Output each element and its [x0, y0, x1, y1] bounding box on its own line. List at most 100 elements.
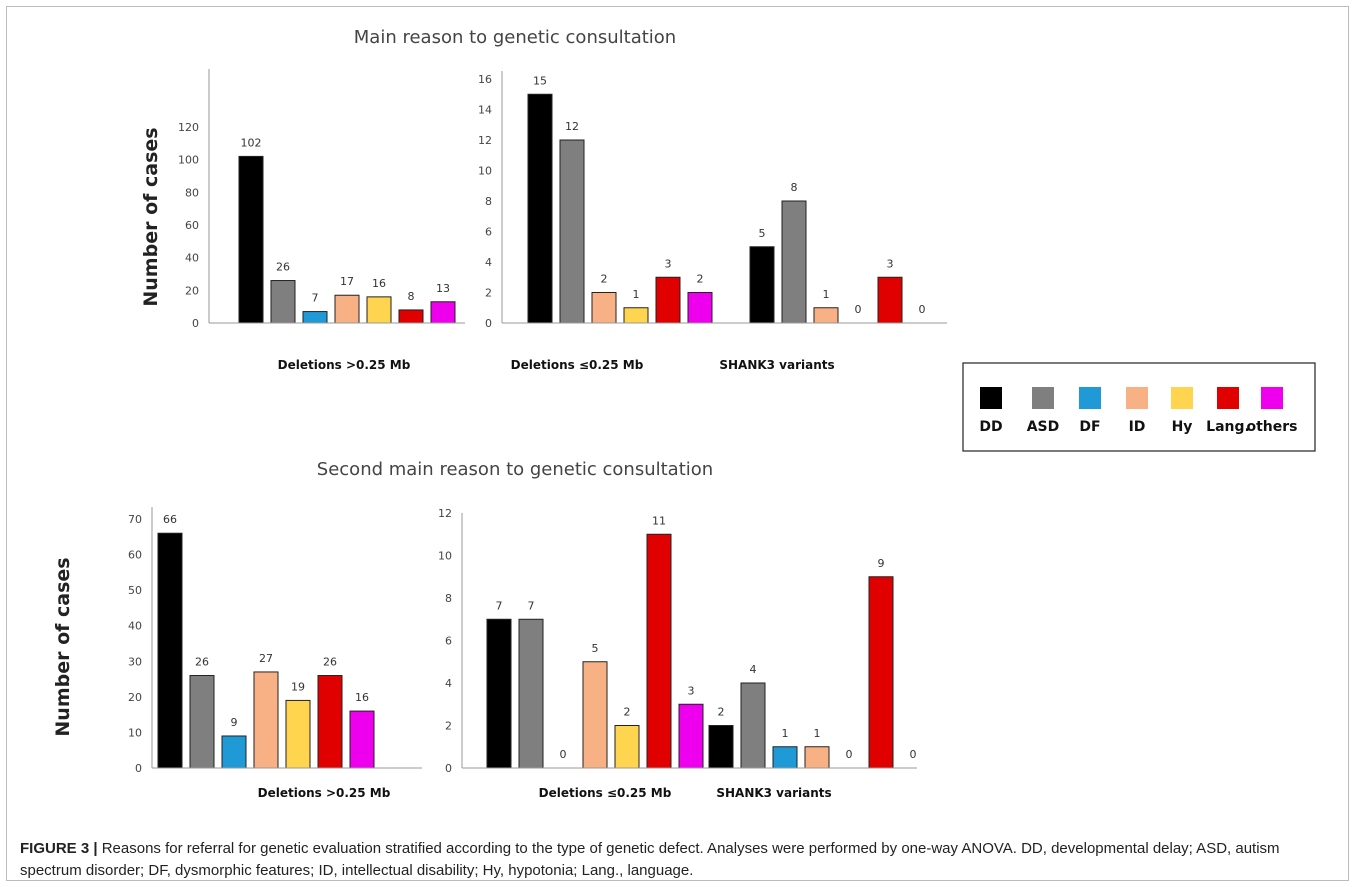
y-tick-label: 2 — [485, 287, 492, 300]
data-label: 4 — [750, 663, 757, 676]
bar-others — [430, 301, 456, 324]
group-label: Deletions ≤0.25 Mb — [539, 786, 672, 800]
data-label: 1 — [814, 727, 821, 740]
y-tick-label: 60 — [185, 219, 199, 232]
bar-others — [678, 703, 704, 769]
y-tick-label: 80 — [185, 186, 199, 199]
group-label: SHANK3 variants — [716, 786, 831, 800]
y-tick-label: 0 — [192, 317, 199, 330]
bar-dd — [486, 618, 512, 769]
data-label: 8 — [791, 181, 798, 194]
bar-lang — [655, 276, 681, 324]
data-label: 15 — [533, 74, 547, 87]
y-tick-label: 12 — [478, 134, 492, 147]
data-label: 1 — [633, 288, 640, 301]
y-tick-label: 70 — [128, 513, 142, 526]
data-label: 0 — [919, 303, 926, 316]
data-label: 2 — [718, 706, 725, 719]
legend-swatch-hy — [1171, 387, 1193, 409]
group-label: Deletions >0.25 Mb — [258, 786, 391, 800]
group-label: Deletions ≤0.25 Mb — [511, 358, 644, 372]
legend-swatch-lang — [1217, 387, 1239, 409]
data-label: 0 — [846, 748, 853, 761]
legend-label: Hy — [1172, 419, 1193, 435]
y-axis-label: Number of cases — [52, 557, 74, 736]
group-label: SHANK3 variants — [719, 358, 834, 372]
figure-caption: FIGURE 3 | Reasons for referral for gene… — [20, 838, 1330, 882]
data-label: 19 — [291, 680, 305, 693]
y-tick-label: 30 — [128, 655, 142, 668]
y-axis-label: Number of cases — [140, 127, 162, 306]
bar-dd — [238, 155, 264, 324]
y-tick-label: 100 — [178, 154, 199, 167]
data-label: 0 — [910, 748, 917, 761]
legend-swatch-asd — [1032, 387, 1054, 409]
figure-frame: Main reason to genetic consultation Numbe… — [6, 6, 1349, 881]
y-tick-label: 0 — [445, 762, 452, 775]
legend-label: Lang. — [1206, 419, 1250, 435]
data-label: 2 — [624, 706, 631, 719]
data-label: 1 — [823, 288, 830, 301]
y-tick-label: 6 — [485, 226, 492, 239]
legend-swatch-df — [1079, 387, 1101, 409]
bar-id — [253, 671, 279, 769]
y-tick-label: 0 — [135, 762, 142, 775]
bar-others — [349, 710, 375, 769]
y-tick-label: 40 — [128, 620, 142, 633]
data-label: 16 — [355, 691, 369, 704]
bar-asd — [189, 675, 215, 769]
y-tick-label: 4 — [445, 677, 452, 690]
y-tick-label: 16 — [478, 73, 492, 86]
data-label: 3 — [887, 257, 894, 270]
y-tick-label: 60 — [128, 549, 142, 562]
legend-label: DD — [979, 419, 1002, 435]
data-label: 102 — [241, 136, 262, 149]
data-label: 26 — [276, 261, 290, 274]
bar-hy — [366, 296, 392, 324]
bar-df — [302, 311, 328, 324]
caption-text: Reasons for referral for genetic evaluat… — [20, 840, 1280, 879]
data-label: 26 — [195, 656, 209, 669]
data-label: 27 — [259, 652, 273, 665]
bar-id — [804, 746, 830, 769]
bar-asd — [270, 280, 296, 324]
caption-label: FIGURE 3 | — [20, 840, 98, 857]
bar-dd — [527, 93, 553, 324]
y-tick-label: 0 — [485, 317, 492, 330]
y-tick-label: 8 — [445, 592, 452, 605]
data-label: 2 — [697, 273, 704, 286]
bar-asd — [559, 139, 585, 324]
bar-asd — [740, 682, 766, 769]
data-label: 26 — [323, 656, 337, 669]
y-tick-label: 50 — [128, 584, 142, 597]
figure-chart: Main reason to genetic consultation Numbe… — [52, 27, 1316, 800]
y-tick-label: 2 — [445, 720, 452, 733]
bar-dd — [749, 246, 775, 324]
legend-swatch-others — [1261, 387, 1283, 409]
data-label: 13 — [436, 282, 450, 295]
y-tick-label: 8 — [485, 195, 492, 208]
bar-df — [221, 735, 247, 769]
y-tick-label: 40 — [185, 252, 199, 265]
bar-asd — [518, 618, 544, 769]
data-label: 8 — [408, 290, 415, 303]
bar-lang — [646, 533, 672, 769]
y-tick-label: 6 — [445, 635, 452, 648]
bar-lang — [317, 675, 343, 769]
data-label: 9 — [878, 557, 885, 570]
legend-label: others — [1246, 419, 1297, 435]
y-tick-label: 20 — [128, 691, 142, 704]
bar-id — [813, 307, 839, 324]
y-tick-label: 120 — [178, 121, 199, 134]
bar-id — [582, 661, 608, 769]
bar-dd — [708, 725, 734, 769]
chart-title: Second main reason to genetic consultati… — [317, 459, 713, 480]
bar-hy — [285, 699, 311, 769]
bar-id — [591, 292, 617, 324]
bar-dd — [157, 532, 183, 769]
data-label: 12 — [565, 120, 579, 133]
data-label: 0 — [855, 303, 862, 316]
data-label: 5 — [759, 227, 766, 240]
chart-title: Main reason to genetic consultation — [354, 27, 676, 48]
bar-others — [687, 292, 713, 324]
